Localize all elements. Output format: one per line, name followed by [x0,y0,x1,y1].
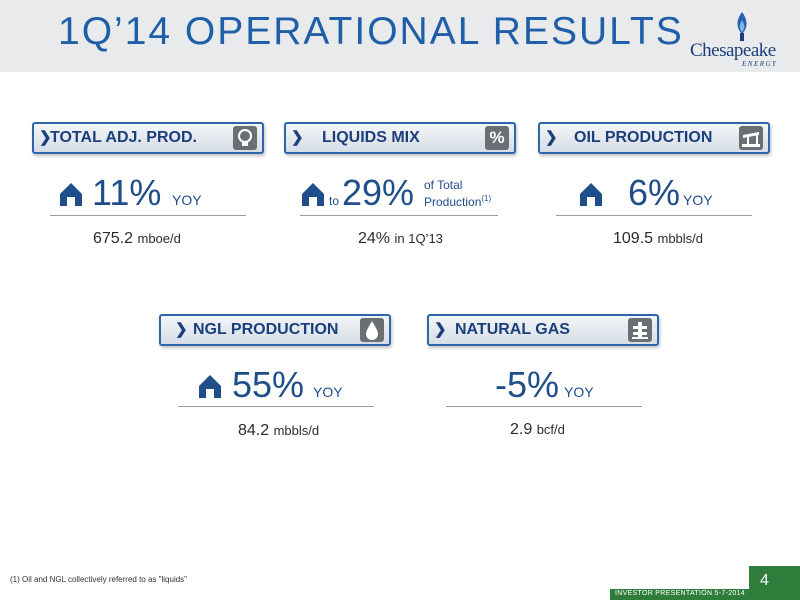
footnote: (1) Oil and NGL collectively referred to… [10,575,188,584]
total-prod-detail-unit: mboe/d [137,231,181,246]
page-title: 1Q’14 OPERATIONAL RESULTS [58,10,684,53]
liquids-footnote-ref: (1) [481,194,492,203]
divider [50,215,246,216]
natural-gas-yoy: YOY [564,384,594,400]
chevron-right-icon: ❯ [175,321,188,338]
page-number: 4 [760,572,769,589]
oil-production-value: 6% [628,172,681,213]
logo-subtext: ENERGY [742,60,778,68]
up-arrow-icon [199,375,221,398]
liquids-detail: 24% in 1Q’13 [358,230,443,248]
total-prod-yoy: YOY [172,192,202,208]
liquids-mix-value: 29% [342,172,415,213]
total-prod-label: TOTAL ADJ. PROD. [50,129,197,146]
header-bar [0,0,800,72]
oil-production-label: OIL PRODUCTION [574,129,713,146]
up-arrow-icon [302,183,324,206]
divider [556,215,752,216]
chevron-right-icon: ❯ [434,321,447,338]
droplet-icon [360,318,384,342]
oil-production-detail-value: 109.5 [613,230,654,247]
liquids-suffix-line2: Production(1) [424,192,491,209]
oil-production-yoy: YOY [683,192,713,208]
total-prod-value: 11% [92,172,162,213]
oil-pump-icon [739,126,763,150]
liquids-detail-value: 24% [358,230,391,247]
page-number-box [749,566,800,600]
liquids-detail-unit: in 1Q’13 [394,231,443,246]
natural-gas-detail: 2.9 bcf/d [510,421,565,439]
ngl-production-detail: 84.2 mbbls/d [238,422,319,440]
chevron-right-icon: ❯ [39,129,52,146]
total-prod-header: ❯ TOTAL ADJ. PROD. [32,122,264,154]
divider [178,406,374,407]
natural-gas-value: -5% [495,364,560,405]
oil-production-detail: 109.5 mbbls/d [613,230,703,248]
lightbulb-icon [233,126,257,150]
up-arrow-icon [60,183,82,206]
natural-gas-detail-unit: bcf/d [536,422,565,437]
ngl-production-detail-value: 84.2 [238,422,270,439]
ngl-production-detail-unit: mbbls/d [273,423,320,438]
divider [300,215,498,216]
presentation-label: INVESTOR PRESENTATION 5-7-2014 [615,590,745,597]
ngl-production-value: 55% [232,364,305,405]
flame-icon [737,12,747,41]
liquids-mix-label: LIQUIDS MIX [322,129,420,146]
natural-gas-detail-value: 2.9 [510,421,533,438]
logo-text: Chesapeake [690,40,776,61]
divider [446,406,642,407]
liquids-prefix: to [329,194,340,208]
liquids-suffix-line2-text: Production [424,195,482,209]
liquids-suffix: of Total Production(1) [424,178,491,209]
chevron-right-icon: ❯ [291,129,304,146]
chevron-right-icon: ❯ [545,129,558,146]
footer-bar [610,589,800,600]
oil-production-detail-unit: mbbls/d [657,231,704,246]
gas-well-icon [628,318,652,342]
total-prod-detail: 675.2 mboe/d [93,230,181,248]
ngl-production-label: NGL PRODUCTION [193,321,339,338]
liquids-suffix-line1: of Total [424,178,463,192]
percent-icon: % [485,126,509,150]
total-prod-detail-value: 675.2 [93,230,134,247]
oil-production-header: ❯ OIL PRODUCTION [538,122,770,154]
natural-gas-header: ❯ NATURAL GAS [427,314,659,346]
up-arrow-icon [580,183,602,206]
liquids-mix-header: ❯ LIQUIDS MIX % [284,122,516,154]
ngl-production-yoy: YOY [313,384,343,400]
ngl-production-header: ❯ NGL PRODUCTION [159,314,391,346]
natural-gas-label: NATURAL GAS [455,321,570,338]
company-logo: Chesapeake ENERGY [690,10,794,68]
